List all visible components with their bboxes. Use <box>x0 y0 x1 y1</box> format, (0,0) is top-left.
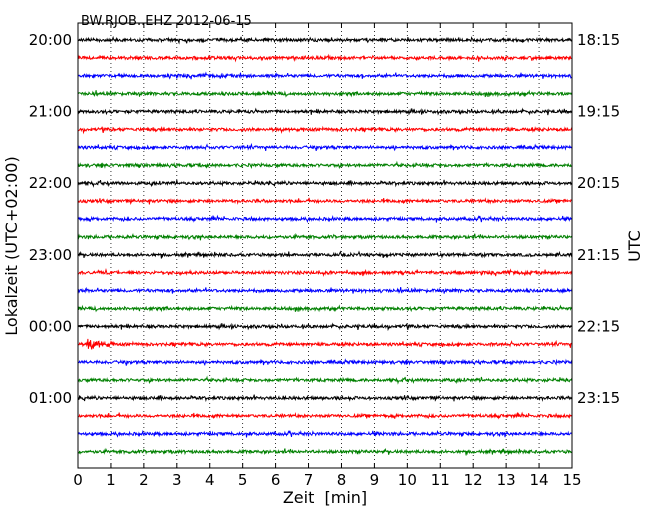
trace-row-16 <box>77 322 573 332</box>
trace-row-10 <box>77 214 573 223</box>
x-tick-label: 5 <box>238 471 248 489</box>
trace-row-8 <box>77 179 573 188</box>
trace-row-9 <box>77 197 573 206</box>
right-time-label: 20:15 <box>577 174 620 192</box>
y-axis-label-left: Lokalzeit (UTC+02:00) <box>2 156 21 335</box>
seismogram-traces <box>77 35 573 456</box>
x-tick-label: 15 <box>562 471 581 489</box>
trace-row-1 <box>77 53 573 63</box>
x-tick-label: 9 <box>370 471 380 489</box>
left-time-label: 23:00 <box>29 246 72 264</box>
trace-row-13 <box>78 267 573 277</box>
axis-ticks <box>78 23 572 468</box>
trace-row-4 <box>77 107 573 116</box>
trace-row-6 <box>77 142 573 152</box>
x-tick-label: 1 <box>106 471 116 489</box>
trace-row-12 <box>77 250 573 259</box>
trace-row-15 <box>77 304 573 313</box>
trace-row-2 <box>77 71 573 80</box>
x-tick-label: 8 <box>337 471 347 489</box>
left-time-label: 22:00 <box>29 174 72 192</box>
trace-row-21 <box>77 411 573 420</box>
x-tick-label: 3 <box>172 471 182 489</box>
right-time-label: 19:15 <box>577 103 620 121</box>
chart-title: BW.RJOB..EHZ 2012-06-15 <box>81 14 252 29</box>
left-time-label: 01:00 <box>29 389 72 407</box>
trace-row-14 <box>77 286 573 295</box>
right-time-label: 21:15 <box>577 246 620 264</box>
right-time-label: 22:15 <box>577 317 620 335</box>
left-time-label: 21:00 <box>29 103 72 121</box>
x-tick-label: 0 <box>73 471 83 489</box>
plot-frame <box>77 22 573 469</box>
right-time-label: 23:15 <box>577 389 620 407</box>
x-tick-label: 13 <box>497 471 516 489</box>
grid-lines <box>110 23 540 468</box>
x-tick-label: 12 <box>464 471 483 489</box>
trace-row-17 <box>77 338 573 350</box>
trace-row-3 <box>77 89 573 98</box>
x-tick-label: 6 <box>271 471 281 489</box>
trace-row-0 <box>77 35 573 45</box>
trace-row-18 <box>77 358 573 366</box>
x-tick-label: 7 <box>304 471 314 489</box>
left-time-label: 00:00 <box>29 317 72 335</box>
right-time-labels: 18:15 19:15 20:15 21:15 22:15 23:15 <box>577 31 620 407</box>
left-time-labels: 20:00 21:00 22:00 23:00 00:00 01:00 <box>29 31 72 407</box>
trace-row-23 <box>77 447 573 456</box>
trace-row-19 <box>77 375 573 385</box>
left-time-label: 20:00 <box>29 31 72 49</box>
x-tick-label: 10 <box>398 471 417 489</box>
trace-row-22 <box>77 429 573 438</box>
right-time-label: 18:15 <box>577 31 620 49</box>
trace-row-20 <box>77 394 573 403</box>
x-axis-label: Zeit [min] <box>283 488 367 507</box>
x-tick-label: 14 <box>530 471 549 489</box>
trace-row-5 <box>77 125 573 135</box>
x-tick-labels: 0 1 2 3 4 5 6 7 8 9 10 11 12 13 14 15 <box>73 471 581 489</box>
x-tick-label: 4 <box>205 471 215 489</box>
y-axis-label-right: UTC <box>625 230 644 262</box>
trace-row-11 <box>77 232 572 241</box>
x-tick-label: 2 <box>139 471 149 489</box>
trace-row-7 <box>77 160 573 170</box>
x-tick-label: 11 <box>431 471 450 489</box>
